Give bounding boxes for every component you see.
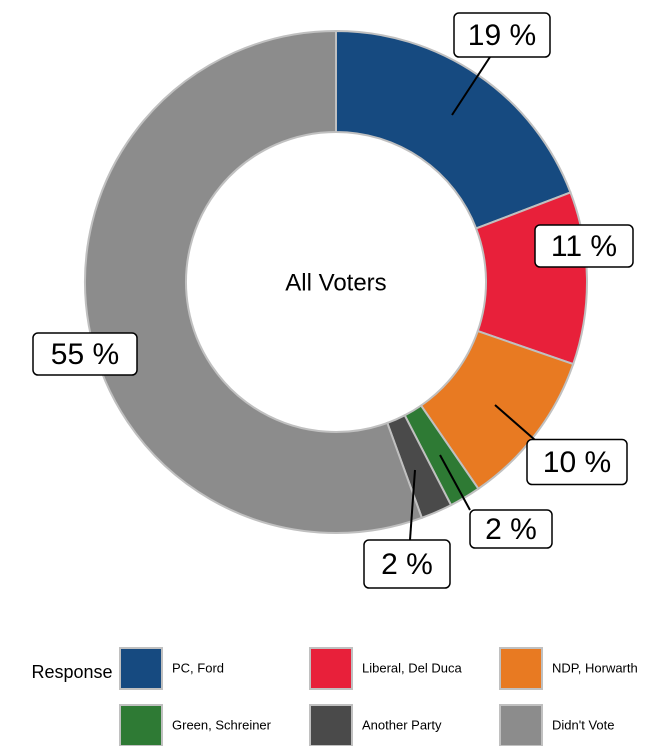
leader-line [451, 56, 491, 116]
label-box [469, 509, 553, 549]
legend-label: NDP, Horwarth [552, 660, 638, 675]
legend-swatch [499, 704, 543, 746]
legend-label: Didn't Vote [552, 717, 614, 732]
legend-title: Response [31, 662, 112, 682]
label-box [534, 224, 634, 268]
data-label: 19 % [468, 19, 536, 52]
leader-line [494, 404, 536, 441]
data-label: 10 % [543, 446, 611, 479]
data-label: 2 % [485, 513, 537, 546]
data-label: 55 % [51, 338, 119, 371]
legend-label: PC, Ford [172, 660, 224, 675]
legend-swatch [309, 647, 353, 690]
leader-line [409, 469, 416, 541]
legend-swatch [119, 704, 163, 746]
label-box [526, 438, 628, 486]
data-label: 11 % [551, 230, 617, 263]
label-box [32, 332, 138, 376]
label-box [453, 12, 551, 58]
legend-swatch [499, 647, 543, 690]
legend-label: Another Party [362, 717, 442, 732]
legend-label: Liberal, Del Duca [362, 660, 462, 675]
donut-segment [335, 29, 572, 230]
center-label: All Voters [285, 269, 386, 296]
label-box [363, 539, 451, 589]
legend-swatch [119, 647, 163, 690]
legend-label: Green, Schreiner [172, 717, 272, 732]
donut-segment [84, 29, 424, 534]
legend-swatch [309, 704, 353, 746]
data-label: 2 % [381, 548, 433, 581]
leader-line [439, 454, 471, 511]
